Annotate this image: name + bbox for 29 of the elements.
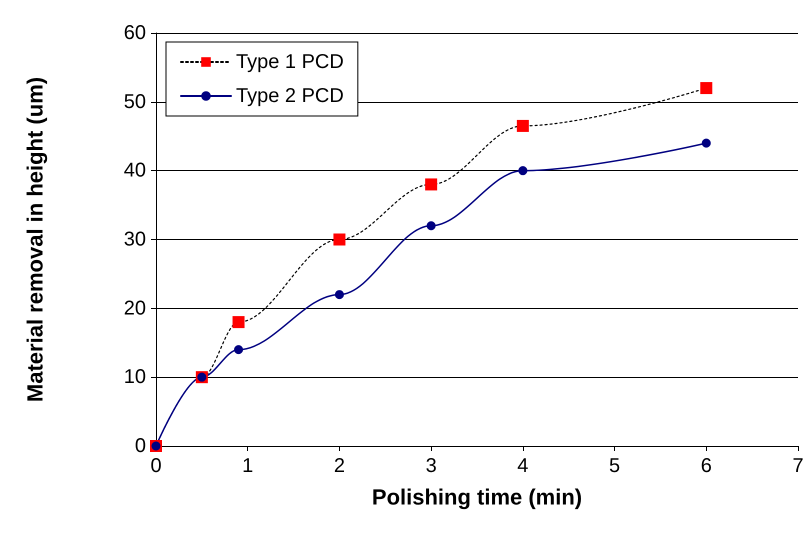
legend-label: Type 2 PCD xyxy=(236,85,344,107)
point xyxy=(516,120,529,132)
point xyxy=(700,82,712,94)
point xyxy=(333,234,346,246)
y-tick-label: 60 xyxy=(124,22,146,44)
x-tick-label: 2 xyxy=(334,455,345,477)
x-axis-title: Polishing time (min) xyxy=(372,484,582,510)
x-tick-label: 6 xyxy=(700,455,712,477)
x-tick-label: 0 xyxy=(150,455,162,477)
point xyxy=(702,138,711,148)
point xyxy=(232,316,245,328)
point xyxy=(234,345,244,354)
x-tick-label: 1 xyxy=(242,455,254,477)
y-tick-label: 50 xyxy=(124,90,146,113)
point xyxy=(426,221,436,230)
y-axis-title: Material removal in height (um) xyxy=(22,76,48,402)
x-tick-label: 3 xyxy=(426,455,437,477)
legend-label: Type 1 PCD xyxy=(236,51,344,73)
x-tick-label: 5 xyxy=(609,455,620,477)
y-tick-label: 20 xyxy=(124,297,146,320)
y-tick-label: 40 xyxy=(124,160,146,182)
point xyxy=(518,166,528,176)
x-tick-label: 4 xyxy=(517,455,528,477)
y-tick-label: 0 xyxy=(134,435,146,457)
y-tick-label: 10 xyxy=(124,366,146,388)
x-tick-label: 7 xyxy=(792,455,804,477)
point xyxy=(425,178,438,190)
y-tick-label: 30 xyxy=(124,228,146,250)
point xyxy=(334,290,344,300)
